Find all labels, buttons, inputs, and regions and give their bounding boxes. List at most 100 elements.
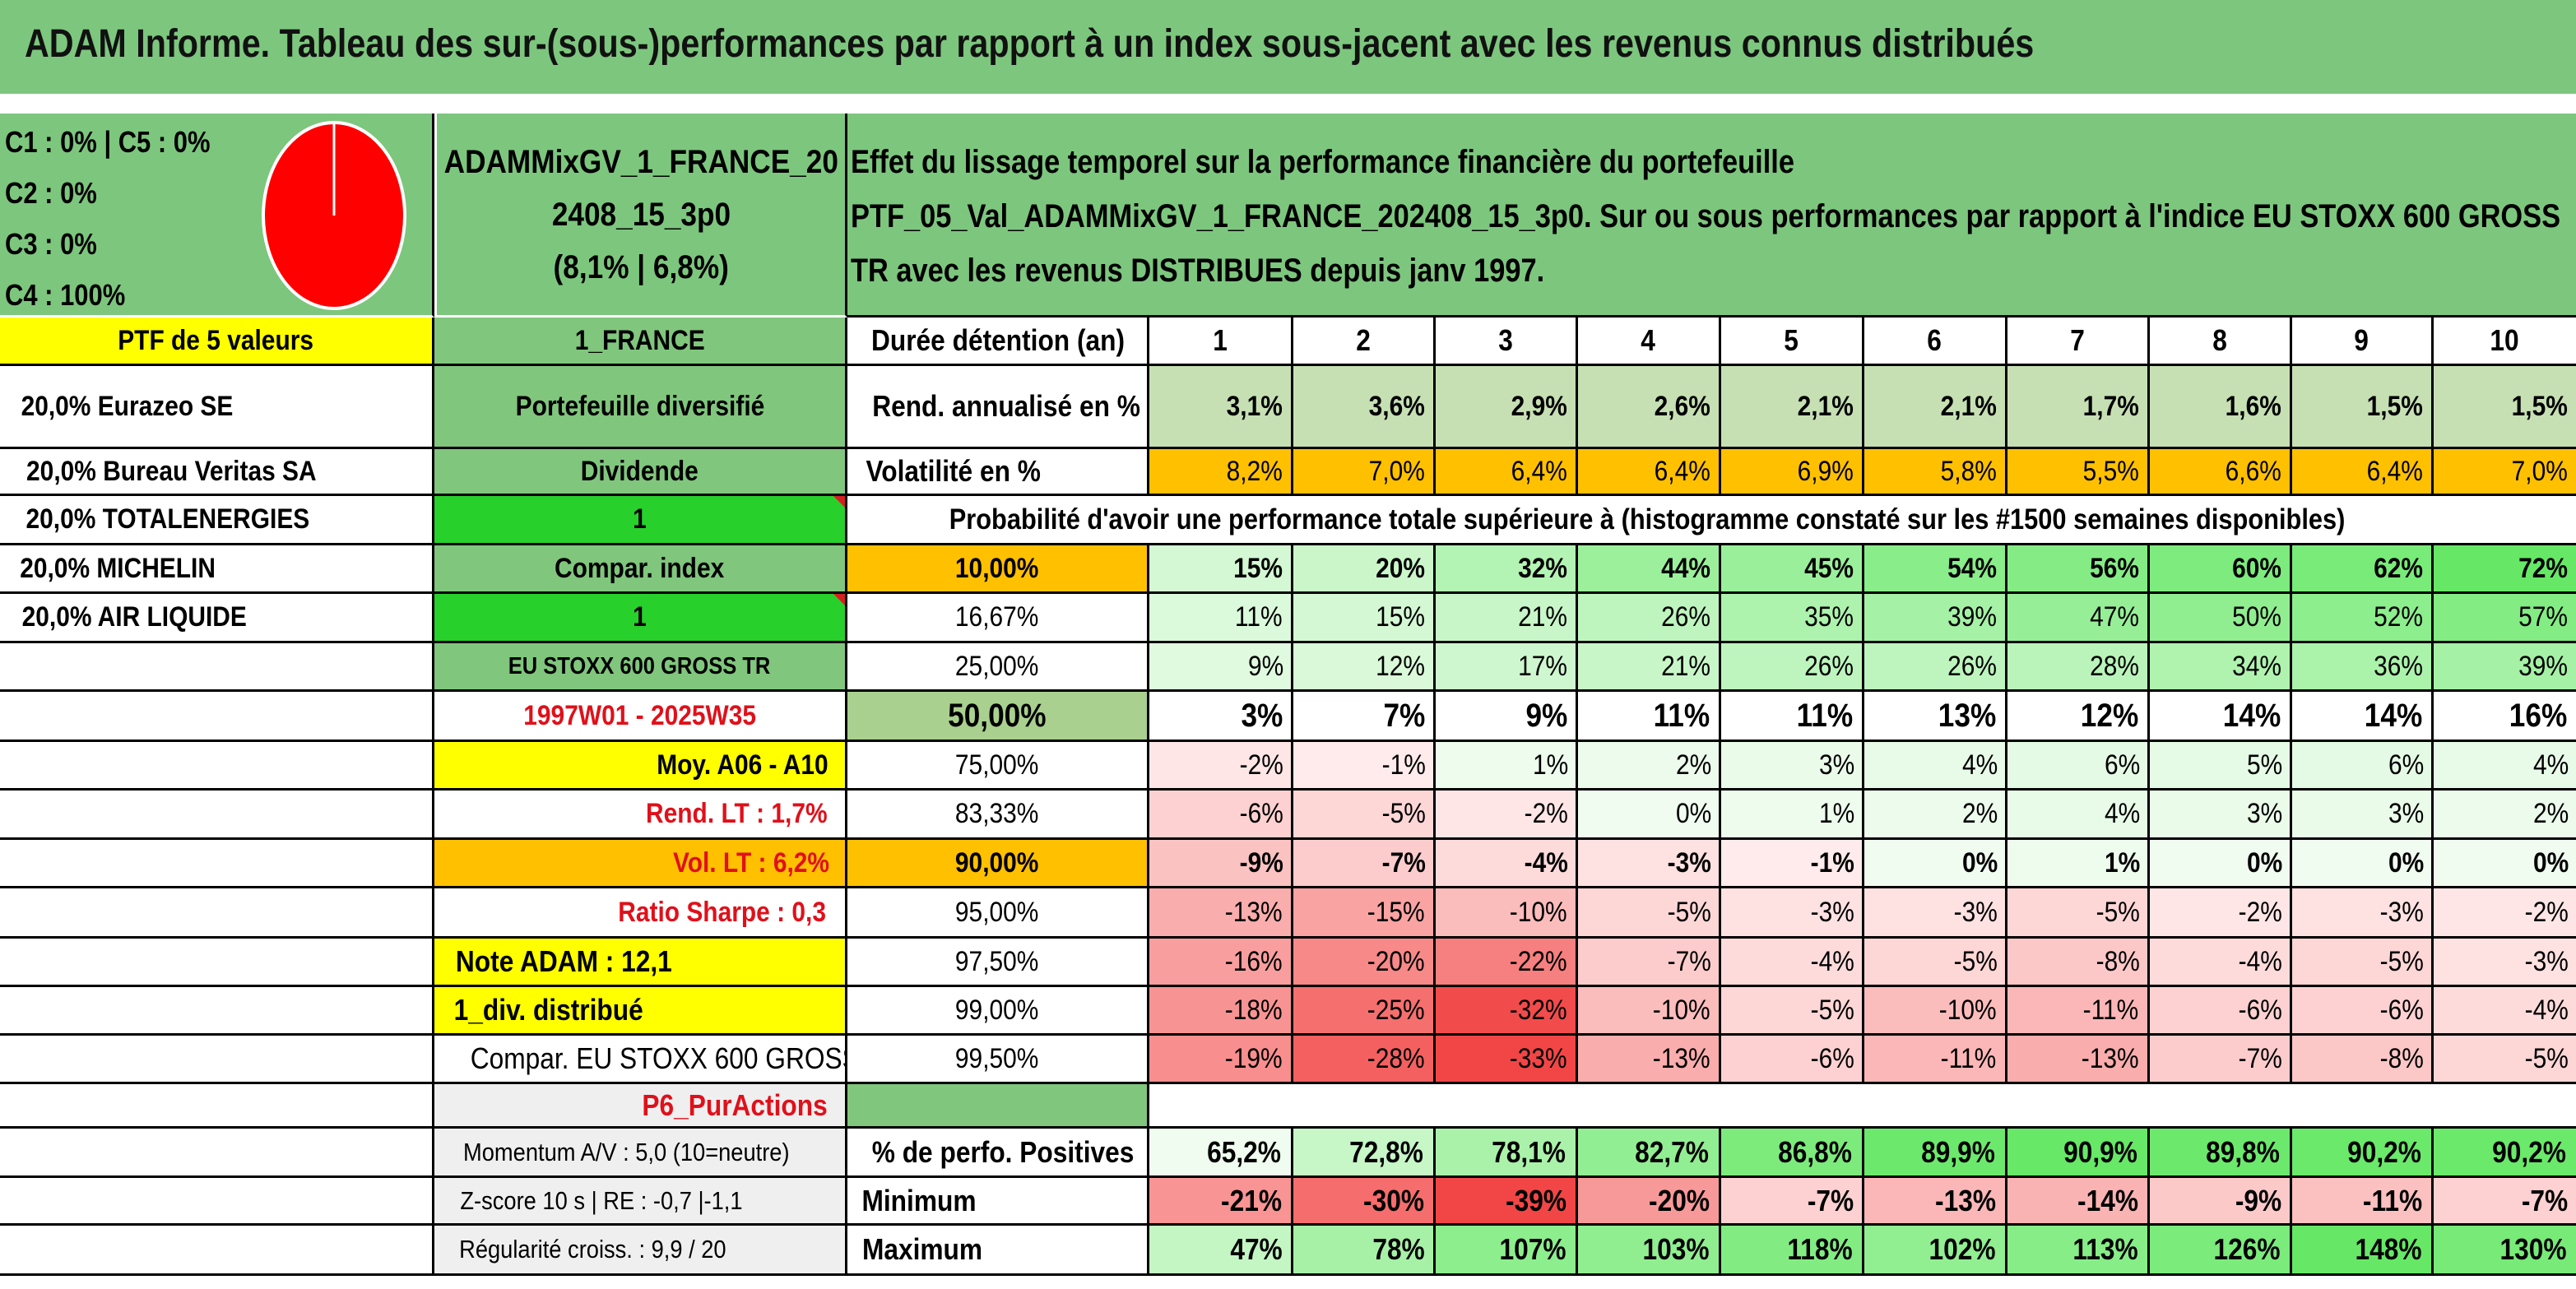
quantile-value: -6% [1721, 1036, 1864, 1084]
year-header-text: 8 [2212, 323, 2227, 357]
quantile-value: -10% [1436, 888, 1578, 939]
maximum-value-text: 118% [1787, 1232, 1853, 1266]
empty-cell [0, 987, 434, 1036]
minimum-value: -11% [2292, 1178, 2434, 1226]
quantile-value-text: 3% [2388, 798, 2425, 829]
year-header-text: 9 [2354, 323, 2369, 357]
minimum-value: -14% [2007, 1178, 2150, 1226]
quantile-value-text: 52% [2374, 601, 2423, 633]
minimum-value-text: -21% [1220, 1183, 1282, 1217]
compar-cell: Compar. EU STOXX 600 GROSS TR [434, 1036, 847, 1084]
year-header: 9 [2292, 318, 2434, 366]
holding-row-text: 20,0% MICHELIN [20, 552, 216, 584]
quantile-label-text: 95,00% [955, 896, 1039, 928]
minimum-value: -39% [1436, 1178, 1578, 1226]
rend-value: 2,1% [1721, 366, 1864, 449]
quantile-value: 4% [1864, 742, 2007, 791]
compar-index-value: 1 [434, 594, 847, 643]
quantile-value-text: 35% [1804, 601, 1854, 633]
year-header: 6 [1864, 318, 2007, 366]
quantile-value: 57% [2434, 594, 2576, 643]
moy-cell-text: Moy. A06 - A10 [657, 749, 828, 781]
quantile-value: 9% [1436, 692, 1578, 742]
holding-row: 20,0% Eurazeo SE [0, 366, 434, 449]
duration-label: Durée détention (an) [847, 318, 1149, 366]
quantile-value: -8% [2292, 1036, 2434, 1084]
quantile-value: 39% [1864, 594, 2007, 643]
quantile-value: 2% [2434, 791, 2576, 840]
vol-value: 6,4% [1578, 449, 1721, 496]
quantile-value-text: 7% [1383, 697, 1426, 734]
country-cell-text: 1_FRANCE [574, 324, 705, 356]
quantile-label: 95,00% [847, 888, 1149, 939]
vol-value-text: 6,4% [2366, 455, 2423, 487]
maximum-value-text: 107% [1499, 1232, 1566, 1266]
regularite-cell-text: Régularité croiss. : 9,9 / 20 [459, 1235, 726, 1263]
empty-cell [0, 840, 434, 888]
quantile-value: -7% [2150, 1036, 2292, 1084]
quantile-value: 56% [2007, 545, 2150, 594]
quantile-value-text: 45% [1804, 552, 1854, 584]
vol-value: 8,2% [1149, 449, 1293, 496]
maximum-value: 107% [1436, 1226, 1578, 1276]
positive-value: 90,2% [2434, 1129, 2576, 1178]
rend-value-text: 1,5% [2366, 390, 2423, 422]
rend-label-text: Rend. annualisé en % [872, 389, 1140, 423]
quantile-label: 99,50% [847, 1036, 1149, 1084]
quantile-value: -4% [2434, 987, 2576, 1036]
quantile-label-text: 99,50% [955, 1042, 1039, 1074]
quantile-value-text: 21% [1661, 650, 1710, 682]
quantile-value: 15% [1149, 545, 1293, 594]
vol-value-text: 6,9% [1797, 455, 1854, 487]
description-block: Effet du lissage temporel sur la perform… [847, 114, 2576, 318]
quantile-label-text: 75,00% [955, 749, 1039, 781]
minimum-value-text: -39% [1505, 1183, 1566, 1217]
positive-label: % de perfo. Positives [847, 1129, 1149, 1178]
rend-value: 3,6% [1293, 366, 1436, 449]
maximum-value: 78% [1293, 1226, 1436, 1276]
minimum-value-text: -20% [1648, 1183, 1710, 1217]
quantile-value-text: -7% [1381, 846, 1426, 879]
quantile-value: 54% [1864, 545, 2007, 594]
quantile-value-text: 50% [2232, 601, 2281, 633]
quantile-value-text: -8% [2096, 945, 2140, 977]
positive-value-text: 65,2% [1207, 1134, 1281, 1169]
quantile-value-text: 13% [1938, 697, 1997, 734]
quantile-value-text: 16% [2509, 697, 2568, 734]
legend-line-2: C2 : 0% [5, 176, 97, 210]
quantile-value-text: -13% [1224, 896, 1283, 928]
rend-value: 1,6% [2150, 366, 2292, 449]
maximum-value-text: 126% [2213, 1232, 2281, 1266]
quantile-value-text: 57% [2518, 601, 2568, 633]
vol-value: 5,8% [1864, 449, 2007, 496]
quantile-value-text: 54% [1947, 552, 1997, 584]
positive-value-text: 82,7% [1635, 1134, 1709, 1169]
quantile-value-text: 3% [1818, 749, 1855, 781]
quantile-value: -5% [2292, 939, 2434, 987]
maximum-label-text: Maximum [861, 1232, 983, 1266]
quantile-value-text: -10% [1938, 994, 1997, 1026]
rend-value-text: 2,9% [1511, 390, 1567, 422]
dividende-label: Dividende [434, 449, 847, 496]
quantile-value-text: -28% [1367, 1042, 1425, 1074]
quantile-value-text: -5% [1810, 994, 1854, 1026]
legend-line-3: C3 : 0% [5, 227, 97, 261]
quantile-value-text: -4% [2524, 994, 2569, 1026]
compar-cell-text: Compar. EU STOXX 600 GROSS TR [470, 1041, 845, 1075]
positive-value: 82,7% [1578, 1129, 1721, 1178]
dividende-value: 1 [434, 496, 847, 545]
legend-line-1: C1 : 0% | C5 : 0% [5, 125, 211, 159]
quantile-value: 26% [1864, 643, 2007, 692]
compar-index-label-text: Compar. index [555, 552, 725, 584]
positive-value-text: 72,8% [1349, 1134, 1423, 1169]
holding-row: 20,0% AIR LIQUIDE [0, 594, 434, 643]
vol-value-text: 5,8% [1940, 455, 1997, 487]
quantile-value: 34% [2150, 643, 2292, 692]
holding-row: 20,0% TOTALENERGIES [0, 496, 434, 545]
quantile-value: -13% [2007, 1036, 2150, 1084]
quantile-value-text: -5% [2524, 1042, 2569, 1074]
quantile-value: -2% [1436, 791, 1578, 840]
quantile-value: -5% [2434, 1036, 2576, 1084]
quantile-value-text: 4% [2532, 749, 2569, 781]
quantile-value-text: -5% [1667, 896, 1711, 928]
